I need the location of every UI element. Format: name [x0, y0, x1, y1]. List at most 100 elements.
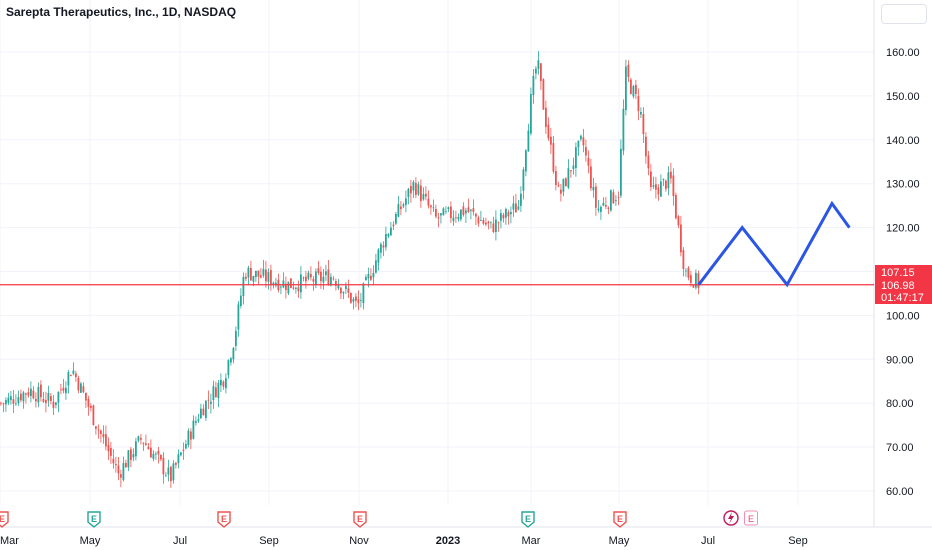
candle — [435, 209, 437, 217]
candle — [230, 358, 232, 363]
candle — [485, 222, 487, 225]
candle — [200, 408, 202, 419]
candle — [470, 209, 472, 211]
candle — [85, 392, 87, 401]
candle — [190, 431, 192, 440]
candle — [385, 233, 387, 248]
candle — [42, 399, 45, 402]
candle — [97, 429, 100, 431]
candle — [67, 372, 70, 386]
candle — [27, 392, 30, 396]
chart-toolbar-button[interactable] — [881, 4, 927, 24]
candle — [417, 184, 420, 195]
x-tick-label: Sep — [788, 535, 808, 547]
candle — [555, 171, 557, 186]
candle — [297, 287, 300, 292]
candle — [340, 287, 342, 294]
candle — [460, 209, 462, 220]
candle — [312, 278, 315, 282]
projection-line — [697, 200, 851, 288]
candle — [125, 462, 127, 468]
candle — [127, 450, 130, 468]
earnings-marker-label: E — [617, 514, 623, 524]
candle — [347, 288, 350, 293]
candle — [327, 269, 330, 285]
candle — [440, 213, 442, 216]
candle — [697, 273, 700, 289]
candle — [442, 208, 445, 216]
x-tick-label: Sep — [259, 535, 279, 547]
candle — [422, 193, 425, 200]
candle — [240, 295, 242, 307]
candle — [142, 442, 145, 444]
candle — [232, 347, 235, 360]
candle — [145, 443, 147, 445]
candle — [65, 387, 67, 394]
candle — [302, 277, 305, 279]
candle — [670, 171, 672, 179]
candle — [57, 392, 60, 403]
candle — [175, 462, 177, 465]
candle — [5, 399, 7, 405]
candle — [77, 378, 80, 391]
x-tick-label: Jul — [173, 535, 187, 547]
candle — [380, 244, 382, 253]
candle — [622, 108, 625, 151]
y-tick-label: 90.00 — [886, 354, 914, 366]
candle — [207, 399, 210, 401]
candle — [637, 96, 640, 112]
candle — [447, 207, 450, 210]
candle — [265, 269, 267, 282]
candle — [295, 287, 297, 289]
candle — [345, 286, 347, 289]
candle — [252, 275, 255, 282]
candle — [582, 137, 585, 146]
candle — [505, 208, 507, 218]
candle — [87, 398, 90, 407]
countdown-label: 01:47:17 — [881, 292, 924, 304]
y-tick-label: 80.00 — [886, 398, 914, 410]
price-label-box — [875, 265, 932, 304]
candle — [685, 270, 687, 272]
candle — [130, 449, 132, 461]
y-tick-label: 150.00 — [886, 91, 920, 103]
earnings-marker — [613, 511, 627, 528]
candle — [585, 147, 587, 156]
candle — [352, 299, 355, 302]
candle — [32, 390, 35, 399]
candle — [537, 60, 540, 70]
candle — [472, 208, 475, 212]
candle — [60, 389, 62, 391]
candle — [287, 281, 290, 294]
candle — [647, 155, 650, 169]
candle — [642, 114, 645, 135]
y-tick-label: 60.00 — [886, 486, 914, 498]
candle — [137, 436, 140, 441]
candle — [427, 198, 430, 206]
candle — [210, 401, 212, 404]
x-tick-label: 2023 — [436, 535, 460, 547]
candle — [530, 94, 532, 134]
candle — [95, 426, 97, 429]
candle — [672, 175, 675, 197]
y-tick-label: 140.00 — [886, 135, 920, 147]
lightning-icon — [728, 512, 734, 524]
candle — [632, 85, 635, 97]
candle — [395, 214, 397, 224]
candle — [532, 75, 535, 95]
candle — [597, 208, 600, 211]
candle — [2, 403, 5, 405]
candle — [475, 213, 477, 217]
candle — [515, 203, 517, 213]
candle — [465, 210, 467, 214]
candle — [342, 291, 345, 294]
candle — [662, 178, 665, 180]
x-tick-label: Mar — [0, 535, 19, 547]
candle — [80, 383, 82, 393]
candle — [185, 443, 187, 449]
close-price-label: 106.98 — [881, 280, 915, 292]
candle — [75, 373, 77, 378]
candle — [197, 419, 200, 421]
candle — [172, 463, 175, 481]
